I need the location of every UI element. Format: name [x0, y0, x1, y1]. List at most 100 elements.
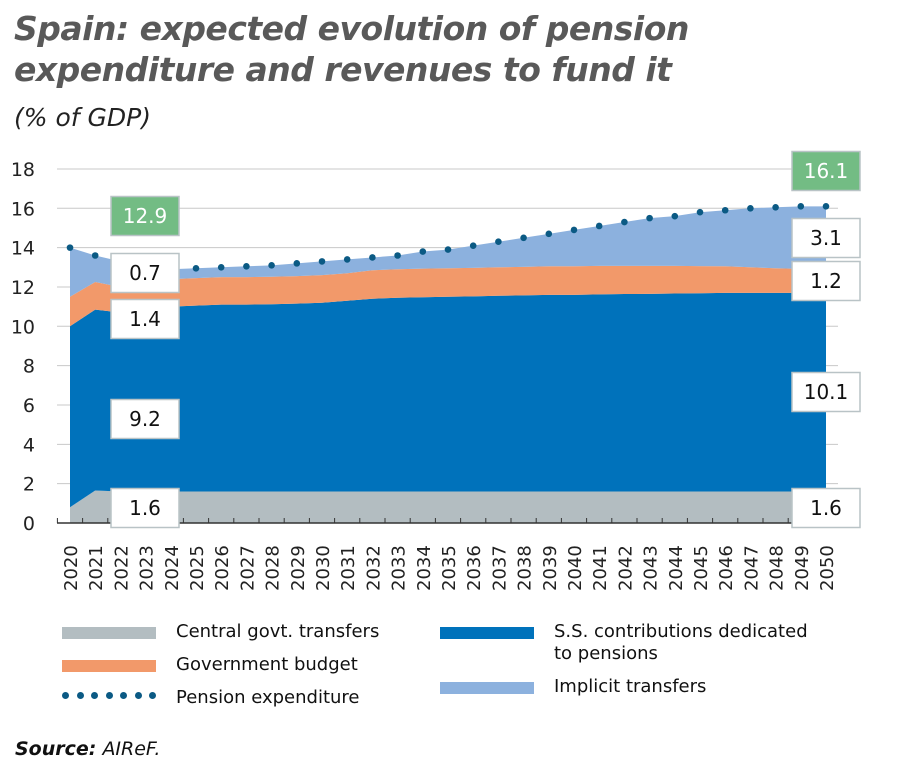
legend-item-budget: Government budget — [62, 654, 462, 675]
label-right-central-box — [791, 487, 861, 529]
x-tick-label: 2033 — [389, 545, 410, 591]
legend-swatch-budget — [62, 660, 156, 672]
pension-expenditure-dot — [243, 263, 250, 270]
label-left-ss-box — [110, 398, 180, 440]
label-left-implicit-box — [110, 252, 180, 294]
pension-expenditure-dot — [469, 242, 477, 249]
pension-expenditure-dot — [671, 212, 679, 220]
label-left-budget: 1.4 — [129, 307, 161, 331]
area-budget — [70, 265, 826, 327]
pension-expenditure-dot — [621, 218, 628, 226]
label-left-total: 12.9 — [123, 204, 168, 228]
x-tick-label: 2025 — [187, 545, 208, 591]
pension-expenditure-dot — [772, 203, 779, 211]
label-right-total-box — [791, 150, 861, 192]
x-tick-label: 2040 — [565, 545, 586, 591]
legend-label: S.S. contributions dedicated — [554, 621, 808, 642]
x-tick-label: 2024 — [162, 545, 183, 591]
legend-label: Government budget — [176, 654, 358, 675]
pension-expenditure-dot — [293, 260, 301, 267]
label-right-total: 16.1 — [804, 159, 849, 183]
label-left-ss: 9.2 — [129, 407, 161, 431]
x-tick-label: 2027 — [237, 545, 258, 591]
x-tick-label: 2037 — [489, 545, 510, 591]
label-right-budget-box — [791, 260, 861, 302]
pension-expenditure-dot — [721, 206, 729, 214]
pension-expenditure-dot — [822, 203, 830, 210]
x-tick-label: 2036 — [464, 545, 485, 591]
x-tick-label: 2047 — [741, 545, 762, 591]
pension-expenditure-dot — [696, 208, 704, 216]
source-label: Source: — [15, 738, 97, 760]
legend-label-line2: to pensions — [554, 643, 658, 664]
x-tick-label: 2026 — [212, 545, 233, 591]
x-tick-label: 2028 — [263, 545, 284, 591]
pension-expenditure-dot — [444, 246, 452, 253]
label-left-budget-box — [110, 298, 180, 340]
pension-expenditure-dot — [369, 254, 376, 261]
label-left-total-box — [110, 195, 180, 237]
x-tick-label: 2039 — [540, 545, 561, 591]
y-tick-label: 14 — [11, 238, 35, 260]
pension-expenditure-dot — [268, 262, 275, 269]
pension-expenditure-dot — [595, 222, 603, 230]
x-tick-label: 2042 — [615, 545, 636, 591]
pension-expenditure-dot — [217, 263, 225, 271]
legend-swatch-central — [62, 627, 156, 639]
label-right-central: 1.6 — [810, 496, 842, 520]
x-tick-label: 2045 — [691, 545, 712, 591]
x-tick-label: 2031 — [338, 545, 359, 591]
x-tick-label: 2022 — [111, 545, 132, 591]
chart-subtitle: (% of GDP) — [14, 103, 151, 132]
label-right-ss-box — [791, 371, 861, 413]
x-tick-label: 2049 — [792, 545, 813, 591]
x-tick-label: 2029 — [288, 545, 309, 591]
legend-item-implicit: Implicit transfers — [440, 676, 840, 697]
pension-expenditure-dot — [192, 264, 200, 272]
x-tick-label: 2043 — [641, 545, 662, 591]
x-tick-label: 2044 — [666, 545, 687, 591]
x-tick-label: 2023 — [137, 545, 158, 591]
label-left-central-box — [110, 487, 180, 529]
legend-item-ss: S.S. contributions dedicated to pensions — [440, 621, 840, 665]
source-note: Source: AIReF. — [15, 738, 160, 760]
x-tick-label: 2034 — [414, 545, 435, 591]
x-tick-label: 2021 — [86, 545, 107, 591]
pension-expenditure-dot — [318, 258, 326, 265]
pension-expenditure-dot — [66, 244, 74, 251]
source-text: AIReF. — [102, 738, 161, 760]
y-tick-label: 2 — [23, 474, 35, 496]
legend-swatch-implicit — [440, 682, 534, 694]
x-tick-label: 2032 — [363, 545, 384, 591]
x-tick-label: 2038 — [515, 545, 536, 591]
y-tick-label: 16 — [11, 198, 35, 220]
label-right-budget: 1.2 — [810, 269, 842, 293]
y-tick-label: 12 — [11, 277, 35, 299]
x-tick-label: 2030 — [313, 545, 334, 591]
x-tick-label: 2050 — [817, 545, 838, 591]
chart-title: Spain: expected evolution of pension exp… — [14, 8, 689, 90]
pension-expenditure-dot — [570, 226, 578, 234]
y-tick-label: 10 — [11, 316, 35, 338]
pension-expenditure-dot — [545, 230, 553, 238]
x-tick-label: 2046 — [716, 545, 737, 591]
pension-expenditure-dot — [797, 203, 805, 210]
y-tick-label: 18 — [11, 159, 35, 181]
title-line-2: expenditure and revenues to fund it — [14, 50, 672, 89]
y-tick-label: 0 — [23, 513, 35, 535]
pension-expenditure-dot — [394, 252, 401, 259]
x-tick-label: 2035 — [439, 545, 460, 591]
legend-label: Implicit transfers — [554, 676, 707, 697]
legend-item-pension: Pension expenditure — [62, 687, 462, 708]
legend-item-central: Central govt. transfers — [62, 621, 462, 642]
title-line-1: Spain: expected evolution of pension — [14, 9, 689, 48]
label-right-ss: 10.1 — [804, 380, 849, 404]
pension-expenditure-dot — [646, 214, 653, 222]
legend-label: Central govt. transfers — [176, 621, 380, 642]
label-left-implicit: 0.7 — [129, 261, 161, 285]
pension-expenditure-dot — [91, 252, 99, 259]
label-left-central: 1.6 — [129, 496, 161, 520]
x-tick-label: 2048 — [767, 545, 788, 591]
area-ss — [70, 292, 826, 508]
